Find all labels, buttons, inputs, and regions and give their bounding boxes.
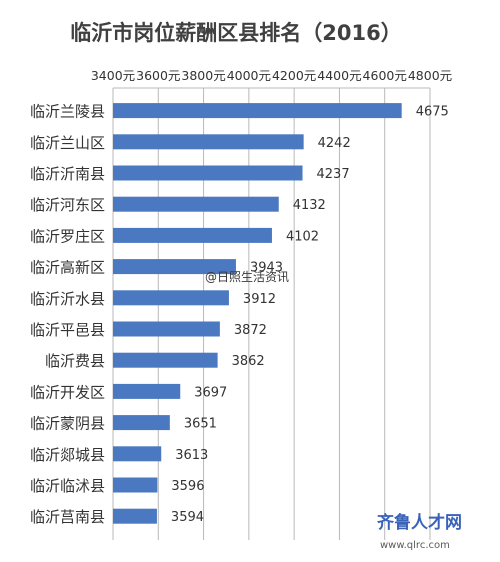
category-label: 临沂高新区	[30, 259, 105, 277]
tick-label: 3400元	[91, 68, 135, 83]
bar	[113, 477, 158, 493]
category-label: 临沂平邑县	[30, 321, 105, 339]
category-label: 临沂费县	[45, 352, 105, 370]
category-label: 临沂蒙阴县	[30, 415, 105, 433]
bars	[113, 103, 402, 524]
tick-label: 4600元	[363, 68, 407, 83]
category-label: 临沂兰山区	[30, 134, 105, 152]
data-label: 3651	[184, 417, 217, 432]
data-label: 4237	[317, 167, 350, 182]
data-label: 4242	[318, 136, 351, 151]
watermark-qlrc-url: www.qlrc.com	[380, 540, 450, 551]
data-label: 3912	[243, 292, 276, 307]
tick-label: 4800元	[408, 68, 452, 83]
data-label: 3596	[171, 479, 204, 494]
data-label: 4132	[293, 198, 326, 213]
bar	[113, 352, 218, 368]
category-label: 临沂莒南县	[30, 508, 105, 526]
category-label: 临沂沂水县	[30, 290, 105, 308]
bar	[113, 103, 402, 119]
bar	[113, 165, 303, 181]
category-label: 临沂临沭县	[30, 477, 105, 495]
category-label: 临沂罗庄区	[30, 227, 105, 245]
bar	[113, 196, 279, 212]
bar	[113, 227, 272, 243]
tick-label: 4000元	[227, 68, 271, 83]
data-label: 4102	[286, 229, 319, 244]
category-label: 临沂开发区	[30, 383, 105, 401]
watermark-qlrc-brand: 齐鲁人才网	[377, 512, 462, 533]
data-label: 4675	[416, 105, 449, 120]
category-labels: 临沂兰陵县临沂兰山区临沂沂南县临沂河东区临沂罗庄区临沂高新区临沂沂水县临沂平邑县…	[30, 103, 105, 527]
bar	[113, 290, 229, 306]
category-label: 临沂兰陵县	[30, 103, 105, 121]
data-label: 3872	[234, 323, 267, 338]
tick-label: 3800元	[181, 68, 225, 83]
data-labels: 4675 4242 4237 4132 4102 3943 3912 3872 3862 3697…	[171, 105, 449, 526]
bar	[113, 383, 181, 399]
tick-label: 4400元	[317, 68, 361, 83]
bar	[113, 134, 304, 150]
data-label: 3697	[194, 385, 227, 400]
chart-title: 临沂市岗位薪酬区县排名（2016）	[70, 21, 401, 45]
bar	[113, 415, 170, 431]
data-label: 3613	[175, 448, 208, 463]
watermark-weibo: @日照生活资讯	[205, 270, 289, 284]
tick-labels: 3400元 3600元 3800元 4000元 4200元 4400元 4600元 4800元	[91, 68, 452, 83]
grid	[112, 87, 431, 540]
data-label: 3862	[232, 354, 265, 369]
watermarks: @日照生活资讯 齐鲁人才网 www.qlrc.com	[205, 270, 462, 551]
category-label: 临沂沂南县	[30, 165, 105, 183]
data-label: 3594	[171, 510, 204, 525]
bar	[113, 446, 162, 462]
data-label: 3943	[250, 261, 283, 276]
bar	[113, 321, 220, 337]
category-label: 临沂河东区	[30, 196, 105, 214]
bar	[113, 508, 157, 524]
tick-label: 3600元	[136, 68, 180, 83]
tick-label: 4200元	[272, 68, 316, 83]
bar	[113, 259, 236, 275]
category-label: 临沂郯城县	[30, 446, 105, 464]
